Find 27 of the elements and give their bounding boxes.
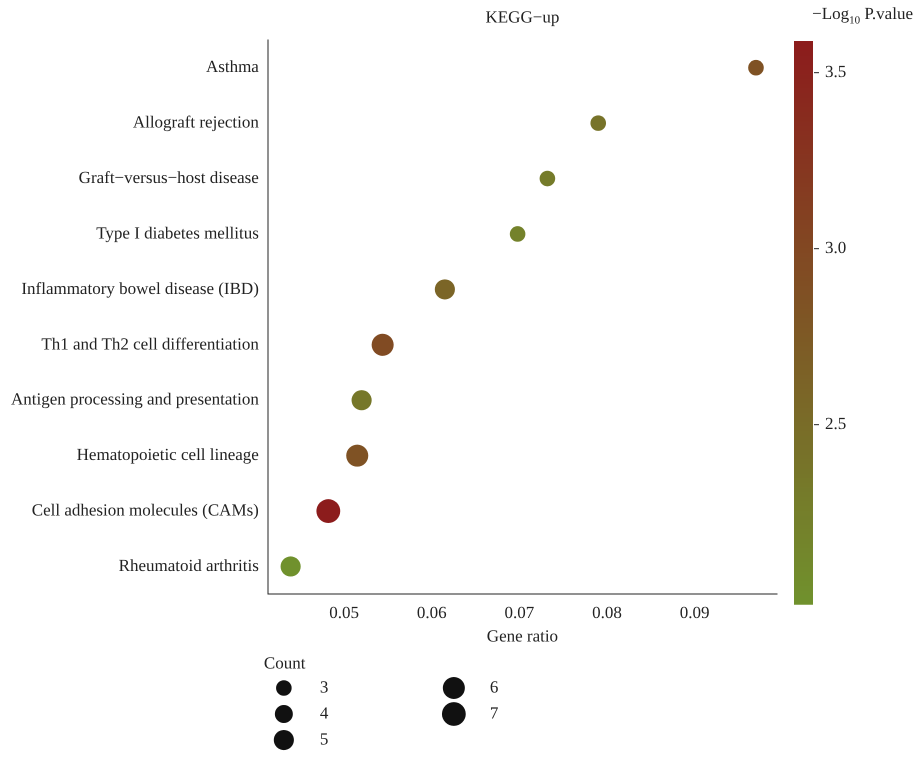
x-tick-label: 0.07 bbox=[504, 602, 535, 622]
x-tick-label: 0.05 bbox=[329, 602, 359, 622]
y-tick-label: Rheumatoid arthritis bbox=[118, 556, 259, 575]
y-tick-label: Allograft rejection bbox=[132, 112, 260, 132]
x-tick-label: 0.08 bbox=[592, 602, 622, 622]
chart-title: KEGG−up bbox=[486, 7, 560, 26]
y-tick-label: Graft−versus−host disease bbox=[78, 168, 259, 188]
color-bar-label: 3.5 bbox=[825, 62, 846, 82]
x-tick-label: 0.09 bbox=[680, 602, 710, 622]
y-tick-label: Th1 and Th2 cell differentiation bbox=[41, 334, 260, 354]
x-tick-label: 0.06 bbox=[416, 602, 447, 622]
y-tick-label: Asthma bbox=[206, 57, 260, 76]
legend-title: Count bbox=[264, 653, 306, 672]
legend-label: 5 bbox=[320, 729, 328, 748]
y-tick-label: Inflammatory bowel disease (IBD) bbox=[21, 278, 259, 298]
legend-label: 3 bbox=[320, 677, 328, 696]
legend-label: 7 bbox=[490, 703, 499, 722]
legend-label: 4 bbox=[320, 703, 329, 722]
y-tick-label: Cell adhesion molecules (CAMs) bbox=[32, 500, 259, 520]
y-tick-label: Type I diabetes mellitus bbox=[96, 223, 259, 242]
x-axis-title: Gene ratio bbox=[486, 626, 558, 646]
y-tick-label: Antigen processing and presentation bbox=[10, 390, 260, 409]
color-bar-label: 3.0 bbox=[825, 238, 846, 258]
color-bar-label: 2.5 bbox=[825, 414, 846, 434]
y-tick-label: Hematopoietic cell lineage bbox=[76, 445, 259, 464]
color-bar-title: −Log$_{10}$ P.value bbox=[812, 4, 913, 26]
legend-label: 6 bbox=[490, 677, 498, 696]
